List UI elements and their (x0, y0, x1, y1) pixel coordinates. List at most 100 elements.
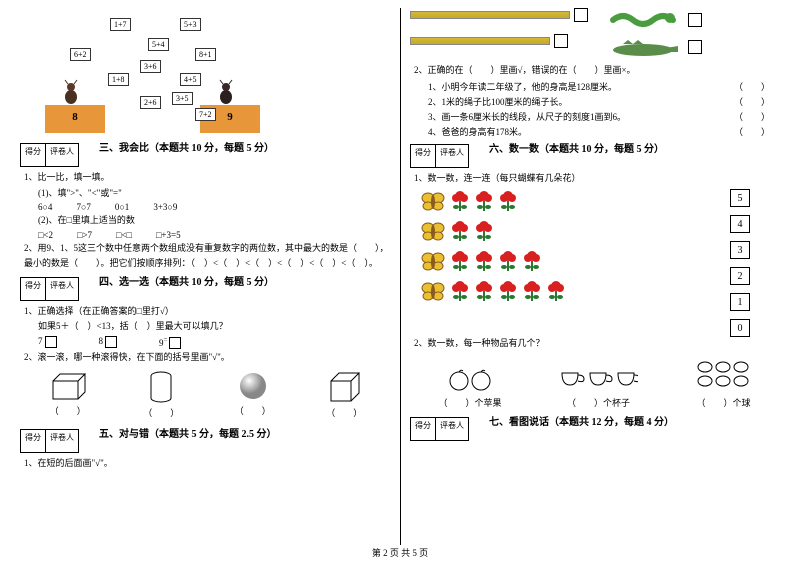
flower-area: 5 4 3 2 1 0 (420, 189, 780, 329)
expression-card: 5+3 (180, 18, 201, 31)
section-5-title: 五、对与错（本题共 5 分，每题 2.5 分） (99, 425, 277, 440)
sphere-icon: （ ） (235, 371, 271, 419)
flower-icon (474, 249, 494, 273)
score-label: 得分 (411, 145, 436, 167)
checkbox-icon[interactable] (574, 8, 588, 22)
score-box-5: 得分 评卷人 (20, 429, 79, 453)
expression-card: 4+5 (180, 73, 201, 86)
checkbox-icon[interactable] (688, 13, 702, 27)
score-box-7: 得分 评卷人 (410, 417, 469, 441)
butterfly-icon (420, 220, 446, 242)
expression-card: 1+7 (110, 18, 131, 31)
s3-item: 7○7 (76, 202, 90, 212)
flower-row (420, 219, 780, 243)
section-4-title: 四、选一选（本题共 10 分，每题 5 分） (99, 273, 274, 288)
count-box: 4 (730, 215, 750, 233)
count-box: 3 (730, 241, 750, 259)
box-8: 8 (45, 105, 105, 133)
s4-q1b: 如果5＋（ ）<13，括（ ）里最大可以填几？ (38, 320, 390, 334)
flower-row (420, 279, 780, 303)
balls-group: （ ）个球 (695, 359, 751, 409)
s3-item2: □<2 (38, 230, 53, 240)
expression-card: 5+4 (148, 38, 169, 51)
paren: （ ） (326, 406, 362, 419)
count-box: 0 (730, 319, 750, 337)
flower-icon (450, 219, 470, 243)
s4-q1: 1、正确选择（在正确答案的□里打√） (24, 305, 390, 319)
ant-right-icon (215, 79, 237, 105)
ruler-icon (410, 11, 570, 19)
s3-item: 0○1 (115, 202, 129, 212)
expression-card: 3+5 (172, 92, 193, 105)
count-boxes: 5 4 3 2 1 0 (730, 189, 750, 337)
box-8-label: 8 (45, 111, 105, 123)
score-box-6: 得分 评卷人 (410, 144, 469, 168)
grader-label: 评卷人 (46, 144, 78, 166)
expression-card: 7+2 (195, 108, 216, 121)
opt-8: 8 (99, 336, 120, 350)
opt-9: 9= (159, 336, 183, 350)
cube-icon: （ ） (326, 371, 362, 419)
flower-icon (546, 279, 566, 303)
flower-icon (522, 249, 542, 273)
butterfly-icon (420, 250, 446, 272)
cylinder-icon: （ ） (143, 371, 179, 419)
grader-label: 评卷人 (46, 430, 78, 452)
ruler-1-row (410, 8, 588, 22)
flower-icon (498, 249, 518, 273)
animals (608, 8, 702, 58)
section-7-header: 得分 评卷人 七、看图说话（本题共 12 分，每题 4 分） (410, 413, 780, 443)
score-box-4: 得分 评卷人 (20, 277, 79, 301)
left-column: 8 9 1+75+36+25+43+68+11+84+52+63+57+2 得分… (20, 8, 390, 472)
count-box: 2 (730, 267, 750, 285)
s3-q1-items: 6○4 7○7 0○1 3+3○9 (38, 202, 390, 212)
section-4-header: 得分 评卷人 四、选一选（本题共 10 分，每题 5 分） (20, 273, 390, 303)
s5-q1: 1、在短的后面画"√"。 (24, 457, 390, 471)
s3-item2: □>7 (77, 230, 92, 240)
grader-label: 评卷人 (436, 145, 468, 167)
snake-row (608, 8, 702, 32)
score-label: 得分 (411, 418, 436, 440)
cuboid-icon: （ ） (48, 371, 88, 419)
ruler-2-row (410, 34, 588, 48)
column-divider (400, 8, 401, 545)
checkbox-icon[interactable] (105, 336, 117, 348)
apples-icon (445, 365, 495, 391)
checkbox-icon[interactable] (554, 34, 568, 48)
s3-item: 3+3○9 (153, 202, 177, 212)
flower-icon (450, 249, 470, 273)
flower-row (420, 189, 780, 213)
ants-illustration: 8 9 1+75+36+25+43+68+11+84+52+63+57+2 (20, 8, 280, 133)
expression-card: 3+6 (140, 60, 161, 73)
count-box: 1 (730, 293, 750, 311)
cup-label: （ ）个杯子 (558, 396, 638, 409)
rt-q2: 2、正确的在（ ）里画√，错误的在（ ）里画×。 (414, 64, 780, 78)
s6-q2: 2、数一数，每一种物品有几个？ (414, 337, 780, 351)
ant-left-icon (60, 79, 82, 105)
section-3-header: 得分 评卷人 三、我会比（本题共 10 分，每题 5 分） (20, 139, 390, 169)
tf-3: 3、画一条6厘米长的线段，从尺子的刻度1画到6。（ ） (428, 110, 780, 123)
checkbox-icon[interactable] (688, 40, 702, 54)
right-top-area (410, 8, 780, 58)
checkbox-icon[interactable] (169, 337, 181, 349)
section-6-title: 六、数一数（本题共 10 分，每题 5 分） (489, 140, 664, 155)
opt-7: 7 (38, 336, 59, 350)
shapes-row: （ ） （ ） （ ） （ ） (20, 371, 390, 419)
snake-icon (608, 8, 678, 32)
items-row: （ ）个苹果 （ ）个杯子 （ ）个球 (410, 359, 780, 409)
s3-q1-2: (2)、在□里填上适当的数 (38, 214, 390, 228)
expression-card: 6+2 (70, 48, 91, 61)
tf-4: 4、爸爸的身高有178米。（ ） (428, 125, 780, 138)
score-label: 得分 (21, 278, 46, 300)
score-label: 得分 (21, 144, 46, 166)
expression-card: 2+6 (140, 96, 161, 109)
s6-q1: 1、数一数，连一连（每只蝴蝶有几朵花） (414, 172, 780, 186)
flower-rows (420, 189, 780, 303)
s3-item: 6○4 (38, 202, 52, 212)
tf-1: 1、小明今年读二年级了，他的身高是128厘米。（ ） (428, 80, 780, 93)
flower-icon (450, 189, 470, 213)
crocodile-icon (608, 36, 678, 58)
section-6-header: 得分 评卷人 六、数一数（本题共 10 分，每题 5 分） (410, 140, 780, 170)
cups-group: （ ）个杯子 (558, 365, 638, 409)
checkbox-icon[interactable] (45, 336, 57, 348)
